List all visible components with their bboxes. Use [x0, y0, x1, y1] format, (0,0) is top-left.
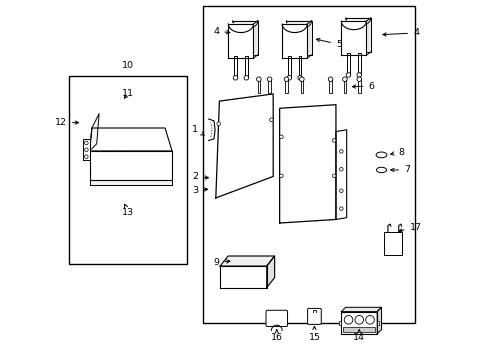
Polygon shape: [376, 307, 381, 334]
Circle shape: [84, 148, 88, 152]
Text: 5: 5: [316, 39, 341, 49]
Circle shape: [279, 174, 283, 177]
Circle shape: [332, 139, 335, 142]
Circle shape: [356, 77, 361, 81]
Circle shape: [339, 189, 343, 193]
Circle shape: [354, 316, 363, 324]
Circle shape: [365, 316, 373, 324]
Text: 13: 13: [122, 204, 134, 217]
Circle shape: [297, 76, 302, 80]
Bar: [234, 56, 236, 78]
Text: 12: 12: [55, 118, 79, 127]
Polygon shape: [286, 21, 311, 55]
Polygon shape: [341, 21, 366, 30]
Text: 8: 8: [390, 148, 404, 157]
Circle shape: [244, 76, 248, 80]
Text: 14: 14: [352, 330, 365, 342]
Text: 11: 11: [122, 89, 134, 98]
Bar: [341, 312, 376, 334]
Text: 16: 16: [270, 330, 282, 342]
Polygon shape: [89, 114, 99, 151]
Text: 3: 3: [191, 185, 207, 194]
Circle shape: [339, 149, 343, 153]
Polygon shape: [89, 180, 172, 185]
Ellipse shape: [375, 152, 386, 158]
Ellipse shape: [376, 167, 386, 173]
Polygon shape: [335, 130, 346, 220]
Polygon shape: [83, 139, 89, 159]
Circle shape: [339, 207, 343, 211]
Polygon shape: [341, 307, 381, 312]
Text: 15: 15: [308, 326, 320, 342]
Circle shape: [332, 174, 335, 177]
Circle shape: [344, 316, 352, 324]
Bar: [300, 79, 303, 93]
Polygon shape: [215, 94, 273, 198]
Circle shape: [269, 118, 273, 122]
Polygon shape: [232, 21, 257, 55]
Bar: [384, 232, 402, 255]
Text: 4: 4: [213, 27, 229, 36]
Bar: [244, 56, 247, 78]
Bar: [343, 327, 374, 332]
Circle shape: [346, 73, 350, 77]
Text: 4: 4: [382, 28, 418, 37]
Polygon shape: [220, 256, 274, 266]
Polygon shape: [232, 21, 257, 29]
Circle shape: [356, 73, 361, 77]
Circle shape: [342, 77, 346, 81]
Polygon shape: [89, 151, 172, 180]
Circle shape: [267, 77, 271, 81]
Circle shape: [84, 141, 88, 145]
Circle shape: [256, 77, 261, 81]
Text: 10: 10: [122, 61, 134, 70]
Circle shape: [233, 76, 237, 80]
FancyBboxPatch shape: [307, 309, 321, 324]
Bar: [298, 56, 301, 78]
Circle shape: [279, 135, 283, 139]
Text: 6: 6: [352, 82, 373, 91]
Polygon shape: [279, 105, 335, 223]
Text: 7: 7: [390, 166, 409, 175]
Bar: [285, 79, 287, 93]
Circle shape: [284, 77, 288, 81]
Polygon shape: [228, 24, 253, 32]
Polygon shape: [286, 21, 311, 29]
Bar: [268, 79, 270, 93]
Bar: [357, 79, 360, 93]
Circle shape: [339, 167, 343, 171]
Circle shape: [217, 122, 220, 125]
Text: 9: 9: [213, 258, 229, 267]
Polygon shape: [220, 266, 266, 288]
Bar: [346, 53, 349, 75]
Bar: [343, 79, 346, 93]
FancyBboxPatch shape: [265, 310, 287, 327]
Bar: [357, 53, 360, 75]
Text: 1: 1: [191, 125, 204, 135]
Circle shape: [299, 77, 304, 81]
Polygon shape: [228, 24, 253, 58]
Polygon shape: [282, 24, 306, 58]
Circle shape: [84, 155, 88, 158]
Bar: [328, 79, 331, 93]
Polygon shape: [345, 18, 370, 52]
Polygon shape: [266, 256, 274, 288]
Bar: [257, 79, 260, 93]
Polygon shape: [345, 18, 370, 26]
Circle shape: [327, 77, 332, 81]
Polygon shape: [89, 128, 172, 151]
Bar: [69, 76, 187, 264]
Bar: [287, 56, 290, 78]
Text: 17: 17: [398, 223, 421, 232]
Text: 2: 2: [191, 172, 208, 181]
Polygon shape: [282, 24, 306, 32]
Bar: [339, 320, 341, 325]
Bar: [203, 6, 414, 323]
Bar: [376, 320, 379, 325]
Circle shape: [286, 76, 291, 80]
Polygon shape: [341, 21, 366, 55]
